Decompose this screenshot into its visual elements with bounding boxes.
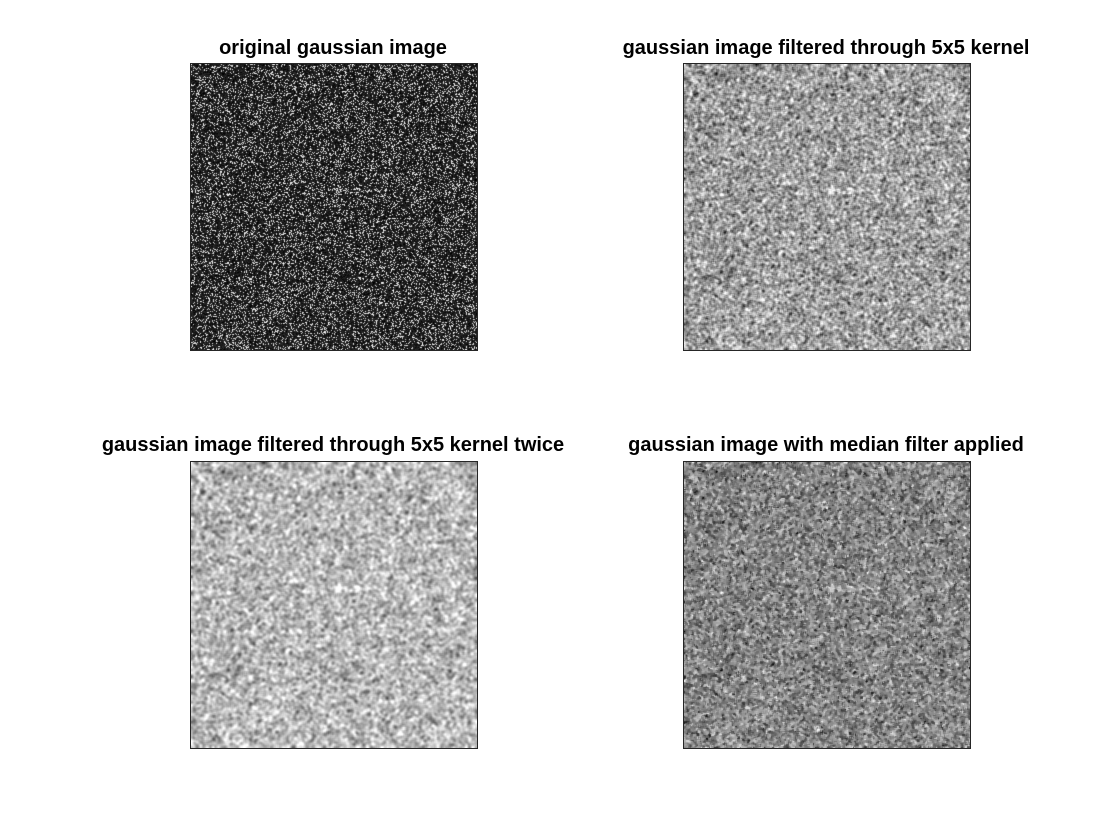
panel-title-filtered-twice: gaussian image filtered through 5x5 kern…	[101, 434, 565, 456]
panel-title-filtered-once: gaussian image filtered through 5x5 kern…	[622, 37, 1030, 59]
image-median	[683, 461, 971, 749]
panel-title-median: gaussian image with median filter applie…	[628, 434, 1024, 456]
noise-image-original	[191, 64, 477, 350]
image-original	[190, 63, 478, 351]
image-filtered-once	[683, 63, 971, 351]
image-filtered-twice	[190, 461, 478, 749]
noise-image-filtered-twice	[191, 462, 477, 748]
noise-image-median	[684, 462, 970, 748]
noise-image-filtered-once	[684, 64, 970, 350]
panel-title-original: original gaussian image	[219, 37, 447, 59]
